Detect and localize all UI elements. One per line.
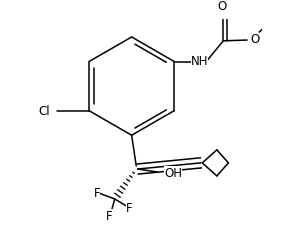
Text: NH: NH — [191, 55, 208, 68]
Text: Cl: Cl — [38, 105, 50, 118]
Text: O: O — [250, 33, 260, 46]
Text: F: F — [106, 209, 113, 222]
Text: OH: OH — [164, 167, 182, 180]
Text: O: O — [217, 0, 226, 13]
Text: F: F — [126, 201, 133, 214]
Text: F: F — [94, 186, 101, 199]
